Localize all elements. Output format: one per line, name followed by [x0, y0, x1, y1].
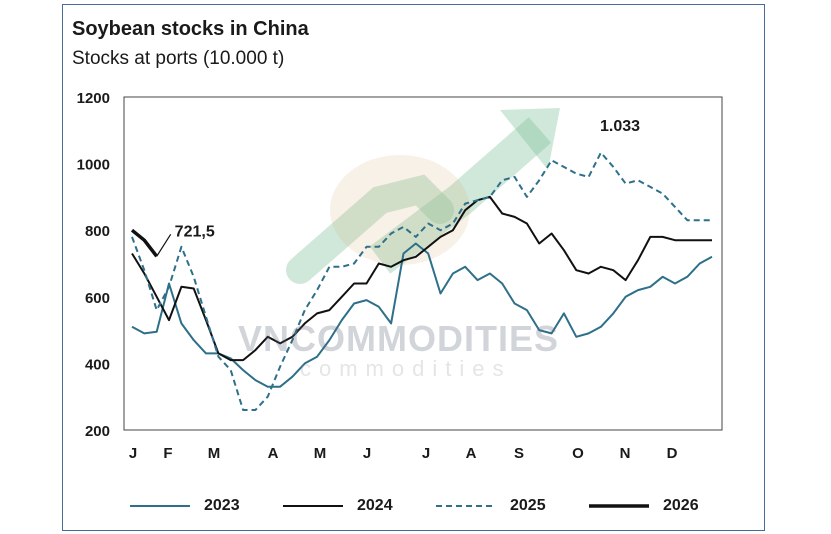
x-tick-label: A	[466, 445, 477, 462]
legend-label-2025: 2025	[510, 497, 546, 514]
legend-label-2026: 2026	[663, 497, 699, 514]
legend-label-2023: 2023	[204, 497, 240, 514]
annotation-leader-2026	[156, 234, 172, 257]
annotations: 721,5 1.033	[156, 118, 640, 257]
x-tick-label: M	[208, 445, 221, 462]
plot-area-border	[123, 96, 723, 431]
y-tick-label: 600	[85, 290, 110, 307]
series-lines	[130, 151, 713, 411]
series-line-2026	[130, 228, 159, 258]
legend-swatch-2023	[130, 505, 190, 507]
y-tick-label: 800	[85, 223, 110, 240]
x-tick-label: M	[314, 445, 327, 462]
legend-item-2025: 2025	[436, 497, 546, 515]
x-tick-label: O	[572, 445, 584, 462]
watermark-logo	[286, 108, 560, 284]
y-tick-label: 400	[85, 356, 110, 373]
chart-frame	[62, 4, 765, 531]
legend-item-2023: 2023	[130, 497, 240, 515]
chart-subtitle: Stocks at ports (10.000 t)	[72, 48, 285, 69]
series-line-2024	[131, 195, 712, 362]
y-tick-labels: 1200 1000 800 600 400 200	[77, 90, 110, 440]
watermark-text: VNCOMMODITIES	[238, 318, 560, 359]
y-tick-label: 1200	[77, 90, 110, 107]
x-tick-label: F	[163, 445, 172, 462]
x-tick-label: D	[667, 445, 678, 462]
annotation-label-2025-peak: 1.033	[600, 118, 640, 135]
legend-label-2024: 2024	[357, 497, 393, 514]
legend-item-2024: 2024	[283, 497, 393, 515]
series-line-2025	[131, 151, 712, 411]
legend-item-2026: 2026	[589, 497, 699, 515]
x-tick-label: J	[363, 445, 371, 462]
legend-swatch-2025	[436, 505, 496, 507]
annotation-label-2026: 721,5	[175, 223, 215, 240]
y-tick-label: 1000	[77, 157, 110, 174]
x-tick-label: J	[422, 445, 430, 462]
x-tick-label: N	[620, 445, 631, 462]
series-line-2023	[131, 242, 713, 388]
legend-swatch-2024	[283, 505, 343, 507]
chart-title: Soybean stocks in China	[72, 18, 309, 40]
y-tick-label: 200	[85, 423, 110, 440]
legend-swatch-2026	[589, 504, 649, 508]
x-tick-label: A	[268, 445, 279, 462]
x-tick-label: J	[129, 445, 137, 462]
axes	[123, 96, 723, 431]
watermark-subtext: commodities	[300, 356, 512, 381]
x-tick-label: S	[514, 445, 524, 462]
